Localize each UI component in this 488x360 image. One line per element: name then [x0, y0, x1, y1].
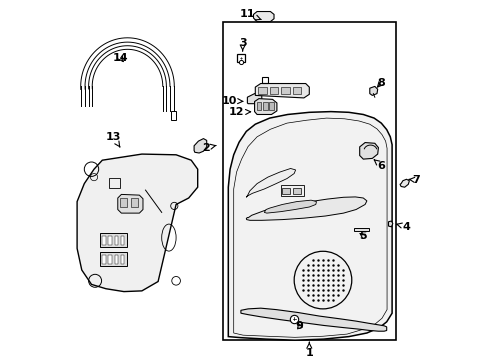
- Bar: [170, 111, 176, 120]
- Bar: [281, 87, 289, 94]
- Bar: [114, 236, 118, 245]
- PathPatch shape: [359, 143, 378, 159]
- Bar: [108, 255, 112, 264]
- PathPatch shape: [194, 139, 206, 153]
- Text: 2: 2: [202, 143, 216, 153]
- PathPatch shape: [77, 154, 197, 292]
- Text: 6: 6: [373, 160, 385, 171]
- Text: 8: 8: [377, 78, 385, 88]
- Bar: [269, 102, 273, 110]
- Text: 14: 14: [112, 53, 128, 63]
- Bar: [354, 228, 368, 231]
- PathPatch shape: [399, 179, 408, 187]
- Bar: [121, 255, 124, 264]
- Bar: [282, 188, 289, 194]
- Bar: [223, 22, 395, 340]
- Bar: [114, 255, 118, 264]
- Bar: [102, 255, 106, 264]
- PathPatch shape: [118, 194, 142, 213]
- PathPatch shape: [228, 112, 391, 340]
- PathPatch shape: [264, 200, 316, 213]
- Bar: [131, 198, 138, 207]
- Text: 13: 13: [105, 132, 121, 147]
- PathPatch shape: [246, 168, 295, 197]
- Bar: [263, 102, 267, 110]
- Bar: [121, 236, 124, 245]
- Text: 11: 11: [239, 9, 261, 20]
- Bar: [280, 185, 303, 196]
- PathPatch shape: [255, 84, 309, 98]
- Bar: [102, 236, 106, 245]
- PathPatch shape: [253, 12, 273, 22]
- Text: 10: 10: [222, 96, 243, 106]
- Bar: [120, 198, 127, 207]
- Text: 5: 5: [359, 231, 366, 241]
- PathPatch shape: [387, 221, 392, 227]
- Text: 4: 4: [396, 222, 410, 232]
- Text: 9: 9: [295, 321, 303, 331]
- Bar: [269, 87, 278, 94]
- Text: 7: 7: [408, 175, 419, 185]
- Bar: [101, 252, 127, 266]
- Bar: [101, 233, 127, 247]
- PathPatch shape: [369, 86, 377, 95]
- Bar: [292, 188, 301, 194]
- Bar: [257, 102, 261, 110]
- PathPatch shape: [247, 94, 261, 104]
- Text: 3: 3: [239, 38, 246, 51]
- Bar: [292, 87, 301, 94]
- Bar: [108, 236, 112, 245]
- Text: 1: 1: [305, 342, 312, 358]
- Text: 12: 12: [228, 107, 250, 117]
- PathPatch shape: [254, 99, 276, 114]
- Bar: [109, 178, 120, 188]
- PathPatch shape: [241, 308, 386, 331]
- PathPatch shape: [246, 197, 366, 220]
- Bar: [258, 87, 266, 94]
